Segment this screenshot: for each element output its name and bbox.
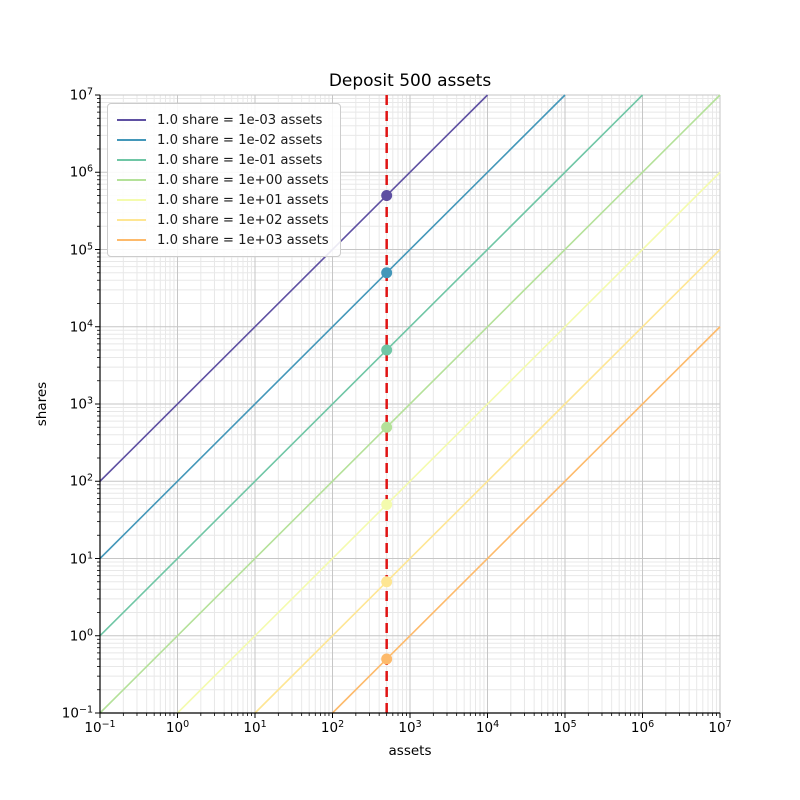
legend-line-swatch [117,178,146,182]
y-tick-label: 101 [69,550,93,567]
legend-item: 1.0 share = 1e-01 assets [117,150,329,170]
legend-line-swatch [117,158,146,162]
y-tick-label: 106 [69,163,93,181]
x-tick-label: 100 [165,719,190,736]
legend-item: 1.0 share = 1e+01 assets [117,190,329,210]
series-line [99,94,721,714]
series-marker [381,267,393,279]
chart-title: Deposit 500 assets [328,71,492,91]
x-tick-label: 106 [630,719,655,736]
series-line [99,94,566,560]
series-marker [381,190,393,202]
legend-item: 1.0 share = 1e-03 assets [117,110,329,130]
y-tick-label: 102 [69,472,93,490]
y-tick-label: 10−1 [61,704,93,722]
legend-item-label: 1.0 share = 1e+03 assets [157,232,329,248]
series-marker [381,421,393,433]
legend: 1.0 share = 1e-03 assets 1.0 share = 1e-… [107,103,341,257]
series-line [176,171,721,714]
x-tick-label: 102 [320,719,345,736]
series-marker [381,499,393,511]
y-axis-label: shares [34,381,50,427]
legend-item: 1.0 share = 1e+02 assets [117,210,329,230]
series-line [99,94,489,482]
legend-line-swatch [117,118,146,122]
series-marker [381,576,393,588]
x-tick-label: 10−1 [84,719,116,736]
legend-item-label: 1.0 share = 1e-02 assets [157,132,323,148]
legend-line-swatch [117,238,146,242]
legend-item-label: 1.0 share = 1e-01 assets [157,152,323,168]
series-line [331,326,721,714]
legend-item-label: 1.0 share = 1e+02 assets [157,212,329,228]
legend-item-label: 1.0 share = 1e-03 assets [157,112,323,128]
y-tick-label: 104 [69,318,93,336]
y-tick-label: 105 [69,241,93,258]
x-tick-label: 104 [475,719,500,736]
legend-line-swatch [117,138,146,142]
x-tick-label: 103 [398,719,422,736]
series-marker [381,653,393,665]
legend-item: 1.0 share = 1e-02 assets [117,130,329,150]
series-line [99,94,644,637]
x-tick-label: 105 [553,719,577,736]
x-axis-label: assets [388,743,432,759]
y-tick-label: 107 [69,86,93,104]
legend-line-swatch [117,198,146,202]
series-marker [381,344,393,356]
x-tick-label: 107 [708,719,732,736]
x-tick-label: 101 [243,719,267,736]
legend-item: 1.0 share = 1e+03 assets [117,230,329,250]
legend-item: 1.0 share = 1e+00 assets [117,170,329,190]
y-tick-label: 103 [69,395,93,413]
series-line [254,248,721,714]
legend-item-label: 1.0 share = 1e+01 assets [157,192,329,208]
legend-line-swatch [117,218,146,222]
legend-item-label: 1.0 share = 1e+00 assets [157,172,329,188]
y-tick-label: 100 [69,627,93,645]
